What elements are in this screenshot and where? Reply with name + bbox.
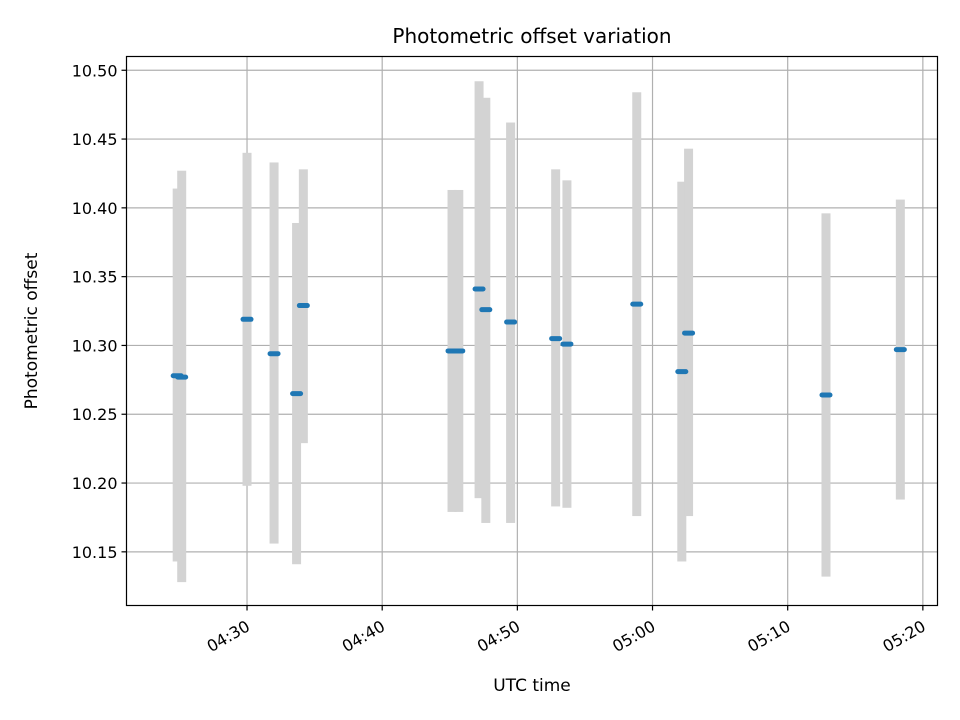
y-tick-label: 10.50 <box>72 61 118 80</box>
plot-frame <box>125 55 939 607</box>
x-axis-label: UTC time <box>493 676 571 696</box>
y-tick-label: 10.25 <box>72 405 118 424</box>
y-axis-label: Photometric offset <box>22 252 42 409</box>
y-tick-label: 10.30 <box>72 336 118 355</box>
y-tick-label: 10.40 <box>72 199 118 218</box>
chart-title: Photometric offset variation <box>392 24 671 48</box>
y-axis-ticks: 10.15 10.20 10.25 10.30 10.35 10.40 10.45 10.50 <box>72 61 127 562</box>
data-points <box>170 286 907 398</box>
grid <box>126 56 938 606</box>
y-tick-label: 10.45 <box>72 130 118 149</box>
y-tick-label: 10.15 <box>72 543 118 562</box>
y-tick-label: 10.35 <box>72 268 118 287</box>
y-tick-label: 10.20 <box>72 474 118 493</box>
